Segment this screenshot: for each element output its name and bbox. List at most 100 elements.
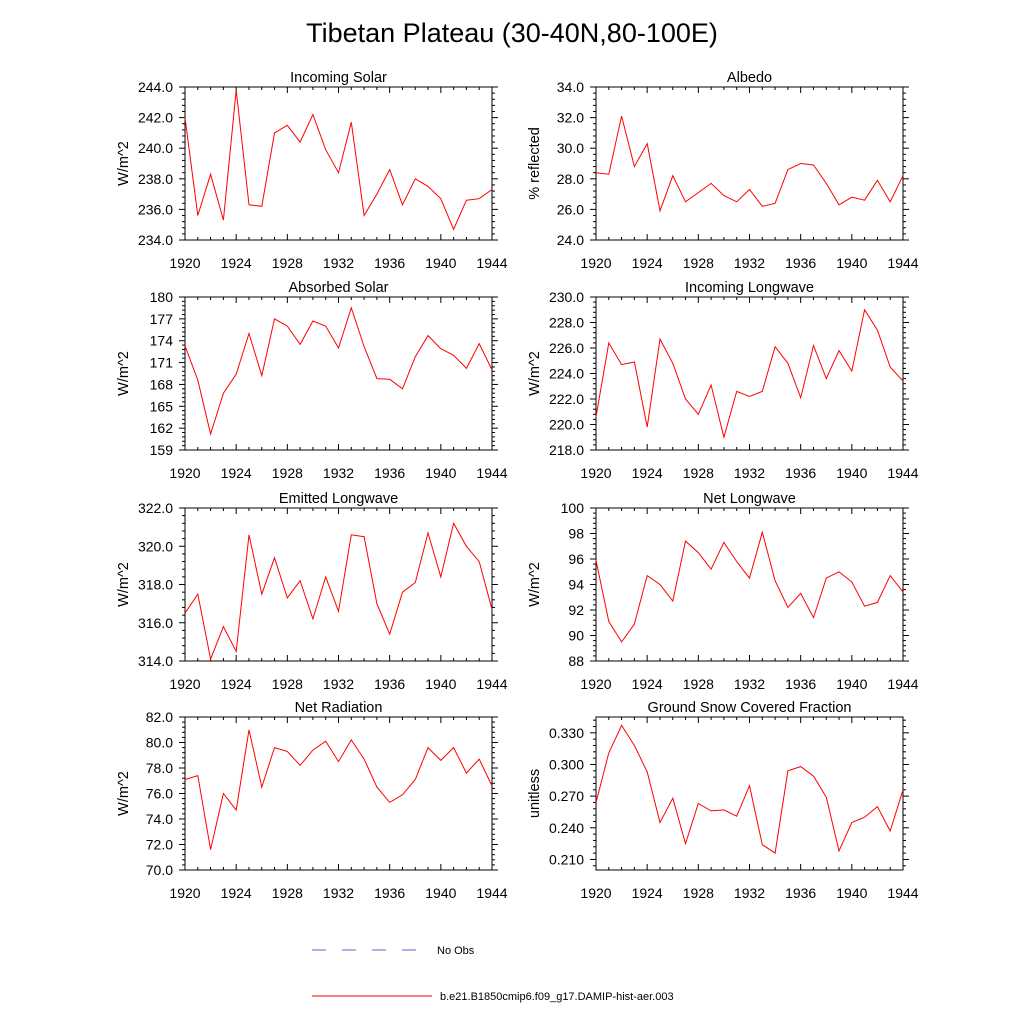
y-tick-label: 314.0 <box>138 653 173 669</box>
y-axis-label: W/m^2 <box>116 141 132 186</box>
y-tick-label: 244.0 <box>138 79 173 95</box>
y-tick-label: 226.0 <box>549 340 584 356</box>
y-tick-label: 238.0 <box>138 171 173 187</box>
series-line <box>184 90 493 231</box>
y-tick-label: 76.0 <box>146 786 173 802</box>
plot-frame <box>184 716 493 871</box>
y-tick-label: 220.0 <box>549 417 584 433</box>
y-tick-label: 100 <box>561 500 585 516</box>
y-tick-label: 24.0 <box>557 232 584 248</box>
x-tick-label: 1936 <box>785 885 816 901</box>
x-tick-label: 1928 <box>272 885 303 901</box>
x-tick-label: 1936 <box>785 676 816 692</box>
y-tick-label: 0.240 <box>549 820 584 836</box>
x-tick-label: 1940 <box>425 465 456 481</box>
x-tick-label: 1924 <box>221 885 252 901</box>
y-tick-label: 70.0 <box>146 862 173 878</box>
panel-net-longwave: Net Longwave W/m^2 1920 1924 1928 1932 1936 194… <box>527 491 919 692</box>
x-tick-label: 1920 <box>169 255 200 271</box>
x-tick-label: 1940 <box>425 885 456 901</box>
y-tick-label: 222.0 <box>549 391 584 407</box>
y-axis-label: % reflected <box>527 127 543 200</box>
y-tick-label: 218.0 <box>549 442 584 458</box>
x-tick-label: 1924 <box>632 676 663 692</box>
x-tick-label: 1936 <box>374 255 405 271</box>
panels: Incoming Solar W/m^2 1920 1924 1928 1932 1936 1… <box>116 70 919 901</box>
x-tick-label: 1928 <box>683 255 714 271</box>
y-axis-label: unitless <box>527 769 543 818</box>
panel-title: Albedo <box>727 70 772 86</box>
y-tick-label: 32.0 <box>557 110 584 126</box>
plot-frame <box>595 296 904 451</box>
panel-title: Emitted Longwave <box>279 491 398 507</box>
panel-incoming-solar: Incoming Solar W/m^2 1920 1924 1928 1932 1936 1… <box>116 70 508 271</box>
plot-frame <box>184 86 493 241</box>
x-tick-label: 1920 <box>169 465 200 481</box>
y-tick-label: 174 <box>150 333 174 349</box>
panel-incoming-longwave: Incoming Longwave W/m^2 1920 1924 1928 1932 19… <box>527 280 919 481</box>
x-tick-label: 1920 <box>169 676 200 692</box>
y-tick-label: 80.0 <box>146 735 173 751</box>
y-tick-label: 230.0 <box>549 289 584 305</box>
x-tick-label: 1940 <box>836 465 867 481</box>
x-tick-label: 1936 <box>374 676 405 692</box>
x-tick-label: 1944 <box>476 255 507 271</box>
x-tick-label: 1920 <box>580 676 611 692</box>
x-tick-label: 1944 <box>476 465 507 481</box>
y-axis-label: W/m^2 <box>527 562 543 607</box>
y-tick-label: 92 <box>568 602 584 618</box>
x-tick-label: 1932 <box>323 465 354 481</box>
x-tick-label: 1936 <box>785 465 816 481</box>
x-tick-label: 1928 <box>683 885 714 901</box>
x-tick-label: 1944 <box>887 255 918 271</box>
y-tick-label: 82.0 <box>146 709 173 725</box>
y-tick-label: 320.0 <box>138 538 173 554</box>
x-tick-label: 1920 <box>580 885 611 901</box>
x-tick-label: 1920 <box>580 255 611 271</box>
x-tick-label: 1928 <box>272 676 303 692</box>
panel-ground-snow-covered-fraction: Ground Snow Covered Fraction unitless 1920… <box>527 700 919 901</box>
y-tick-label: 165 <box>150 398 174 414</box>
legend: No Obs b.e21.B1850cmip6.f09_g17.DAMIP-hi… <box>312 945 674 1003</box>
x-tick-label: 1944 <box>476 676 507 692</box>
x-tick-label: 1932 <box>734 676 765 692</box>
panel-albedo: Albedo % reflected 1920 1924 1928 1932 1936 194… <box>527 70 919 271</box>
x-tick-label: 1928 <box>683 465 714 481</box>
y-tick-label: 0.210 <box>549 851 584 867</box>
series-line <box>595 115 904 213</box>
x-tick-label: 1940 <box>836 885 867 901</box>
x-tick-label: 1940 <box>836 255 867 271</box>
series-line <box>595 530 904 643</box>
x-tick-label: 1940 <box>425 676 456 692</box>
y-tick-label: 34.0 <box>557 79 584 95</box>
y-axis-label: W/m^2 <box>116 562 132 607</box>
x-tick-label: 1928 <box>272 255 303 271</box>
x-tick-label: 1924 <box>221 465 252 481</box>
y-tick-label: 159 <box>150 442 174 458</box>
x-tick-label: 1944 <box>887 465 918 481</box>
y-tick-label: 0.330 <box>549 725 584 741</box>
plot-frame <box>595 507 904 662</box>
panel-absorbed-solar: Absorbed Solar W/m^2 1920 1924 1928 1932 1936 1… <box>116 280 508 481</box>
y-tick-label: 236.0 <box>138 201 173 217</box>
y-tick-label: 74.0 <box>146 811 173 827</box>
x-tick-label: 1944 <box>476 885 507 901</box>
y-tick-label: 78.0 <box>146 760 173 776</box>
x-tick-label: 1932 <box>734 885 765 901</box>
panel-title: Ground Snow Covered Fraction <box>648 700 852 716</box>
x-tick-label: 1924 <box>632 885 663 901</box>
x-tick-label: 1940 <box>836 676 867 692</box>
y-axis-label: W/m^2 <box>116 771 132 816</box>
x-tick-label: 1932 <box>323 885 354 901</box>
y-tick-label: 162 <box>150 420 174 436</box>
x-tick-label: 1940 <box>425 255 456 271</box>
y-tick-label: 0.300 <box>549 756 584 772</box>
series-line <box>184 729 493 850</box>
x-tick-label: 1932 <box>323 255 354 271</box>
x-tick-label: 1920 <box>169 885 200 901</box>
y-tick-label: 90 <box>568 628 584 644</box>
y-tick-label: 242.0 <box>138 110 173 126</box>
panel-title: Net Longwave <box>703 491 796 507</box>
y-tick-label: 168 <box>150 376 174 392</box>
x-tick-label: 1924 <box>632 465 663 481</box>
